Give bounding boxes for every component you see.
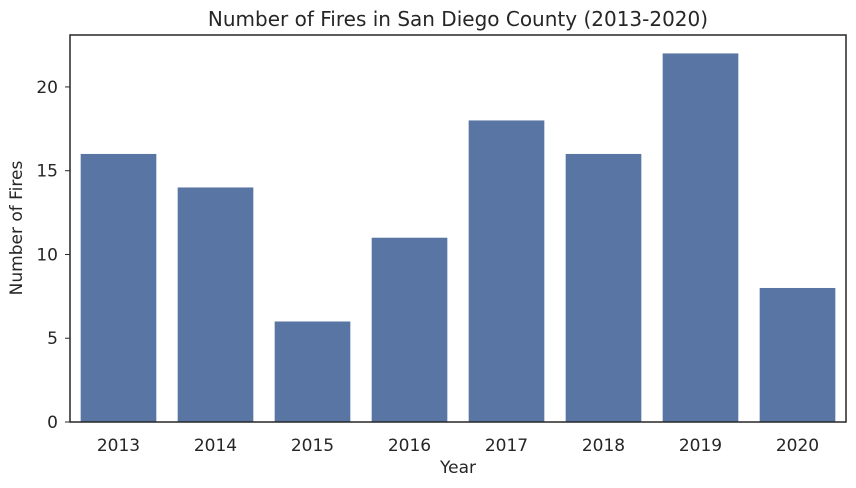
y-tick-label: 5 [47, 329, 58, 349]
bars-group [80, 53, 836, 423]
bar-2013 [80, 153, 157, 422]
bar-2020 [759, 287, 836, 422]
y-tick-labels: 0 5 10 15 20 [36, 78, 70, 433]
bar-2017 [468, 120, 545, 422]
x-tick-label: 2013 [97, 436, 140, 456]
x-tick-label: 2015 [291, 436, 334, 456]
bar-2016 [371, 237, 448, 422]
y-tick-label: 20 [36, 78, 58, 98]
y-tick-label: 15 [36, 162, 58, 182]
x-tick-label: 2020 [776, 436, 819, 456]
x-tick-label: 2014 [194, 436, 237, 456]
bar-2014 [177, 187, 254, 422]
x-tick-label: 2019 [679, 436, 722, 456]
x-tick-label: 2016 [388, 436, 431, 456]
y-tick-label: 10 [36, 245, 58, 265]
x-tick-labels: 2013 2014 2015 2016 2017 2018 2019 2020 [97, 436, 819, 456]
x-axis-label: Year [439, 458, 476, 478]
bar-2015 [274, 321, 351, 422]
x-tick-label: 2018 [582, 436, 625, 456]
y-tick-label: 0 [47, 413, 58, 433]
bar-2019 [662, 53, 739, 423]
plot-frame [69, 34, 847, 423]
x-tick-label: 2017 [485, 436, 528, 456]
y-axis-label: Number of Fires [7, 161, 27, 296]
chart-title: Number of Fires in San Diego County (201… [208, 7, 708, 31]
bar-2018 [565, 153, 642, 422]
